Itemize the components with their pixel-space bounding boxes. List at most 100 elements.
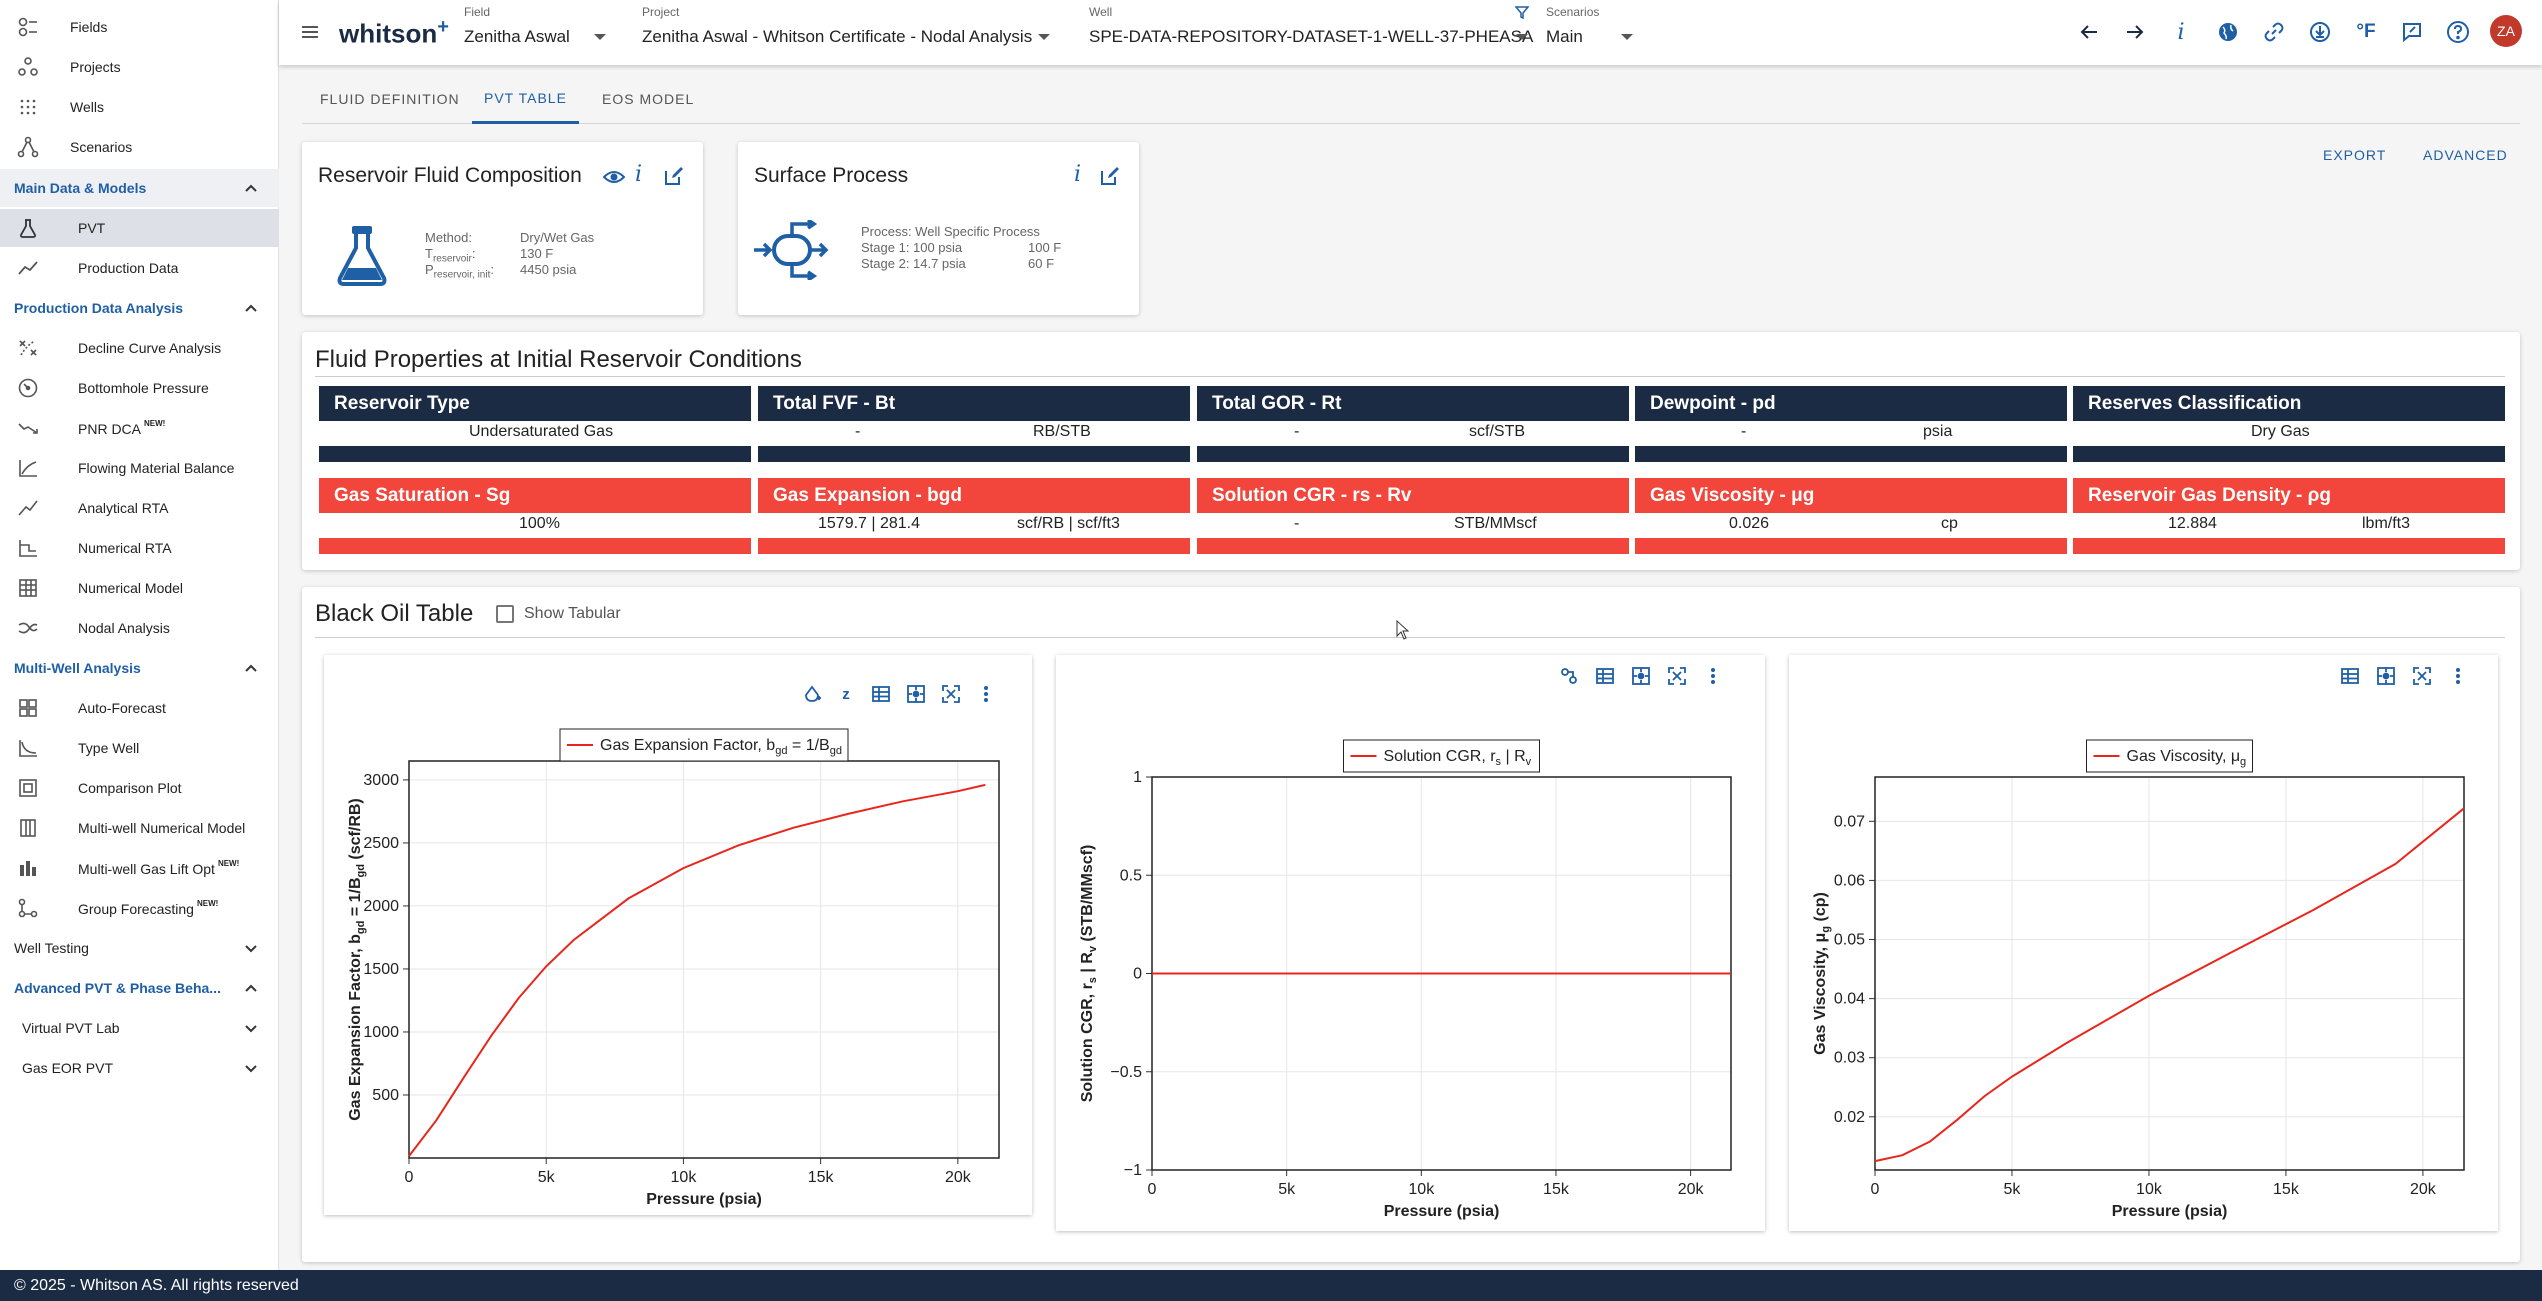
tab-eos-model[interactable]: EOS MODEL: [602, 91, 695, 107]
sidebar-item-label: Decline Curve Analysis: [78, 340, 222, 356]
sidebar-section-advanced-pvt[interactable]: Advanced PVT & Phase Beha...: [0, 969, 279, 1007]
sidebar-item-label: Production Data: [78, 260, 179, 276]
temperature-label: Treservoir:: [425, 246, 475, 265]
sidebar-item-wells[interactable]: Wells: [0, 88, 279, 126]
sidebar-item-multi-well-numerical-model[interactable]: Multi-well Numerical Model: [0, 809, 279, 847]
table-icon[interactable]: [868, 681, 894, 707]
avatar[interactable]: ZA: [2490, 15, 2522, 47]
sidebar-item-comparison-plot[interactable]: Comparison Plot: [0, 769, 279, 807]
sidebar-section-pda[interactable]: Production Data Analysis: [0, 289, 279, 327]
field-select[interactable]: Field Zenitha Aswal: [464, 0, 614, 65]
edit-icon[interactable]: [663, 165, 685, 187]
fit-to-screen-icon[interactable]: [903, 681, 929, 707]
logo-text: whitson: [339, 18, 438, 49]
gauge-icon: [16, 376, 40, 400]
sidebar-section-main[interactable]: Main Data & Models: [0, 169, 279, 207]
label-part: Solution CGR, r: [1079, 983, 1096, 1102]
wells-icon: [16, 95, 40, 119]
pnr-icon: [16, 416, 40, 440]
advanced-button[interactable]: ADVANCED: [2423, 147, 2508, 163]
forward-arrow-icon[interactable]: [2120, 17, 2150, 47]
sidebar-item-numerical-model[interactable]: Numerical Model: [0, 569, 279, 607]
stage-1-pressure: 100 psia: [913, 240, 963, 255]
sidebar-item-analytical-rta[interactable]: Analytical RTA: [0, 489, 279, 527]
projects-icon: [16, 55, 40, 79]
divider: [315, 376, 2505, 377]
chevron-up-icon: [245, 664, 257, 672]
sidebar-item-bottomhole-pressure[interactable]: Bottomhole Pressure: [0, 369, 279, 407]
sidebar-section-well-testing[interactable]: Well Testing: [0, 929, 279, 967]
sidebar-item-flowing-material-balance[interactable]: Flowing Material Balance: [0, 449, 279, 487]
sidebar-item-label: Multi-well Gas Lift Opt NEW!: [78, 859, 239, 877]
sidebar-item-auto-forecast[interactable]: Auto-Forecast: [0, 689, 279, 727]
more-options-icon[interactable]: [1700, 663, 1726, 689]
sidebar-section-gas-eor-pvt[interactable]: Gas EOR PVT: [0, 1049, 279, 1087]
table-icon[interactable]: [2337, 663, 2363, 689]
y-tick-label: 1000: [363, 1024, 399, 1041]
table-icon[interactable]: [1592, 663, 1618, 689]
sidebar-item-numerical-rta[interactable]: Numerical RTA: [0, 529, 279, 567]
prop-footer: [758, 538, 1190, 554]
sidebar-item-nodal-analysis[interactable]: Nodal Analysis: [0, 609, 279, 647]
gas-viscosity-chart[interactable]: 0 5k 10k 15k 20k 0.02 0.03 0.04 0.05 0.06 0.07 Pres…: [1789, 655, 2498, 1231]
sidebar-item-decline-curve-analysis[interactable]: Decline Curve Analysis: [0, 329, 279, 367]
link-icon[interactable]: [2259, 17, 2289, 47]
sidebar-item-multi-well-gas-lift-opt[interactable]: Multi-well Gas Lift Opt NEW!: [0, 849, 279, 887]
sidebar-item-pvt[interactable]: PVT: [0, 209, 279, 247]
fullscreen-icon[interactable]: [1664, 663, 1690, 689]
prop-footer: [758, 446, 1190, 462]
sidebar-item-scenarios[interactable]: Scenarios: [0, 128, 279, 166]
sidebar-item-fields[interactable]: Fields: [0, 8, 279, 46]
fit-to-screen-icon[interactable]: [1628, 663, 1654, 689]
well-select[interactable]: Well SPE-DATA-REPOSITORY-DATASET-1-WELL-…: [1089, 0, 1549, 65]
menu-icon[interactable]: [295, 17, 325, 47]
section-title: Black Oil Table: [315, 600, 474, 627]
sidebar-section-multi-well[interactable]: Multi-Well Analysis: [0, 649, 279, 687]
prop-header: Solution CGR - rs - Rv: [1197, 478, 1629, 513]
filter-icon[interactable]: [1515, 5, 1529, 19]
card-title: Reservoir Fluid Composition: [318, 164, 582, 187]
z-axis-icon[interactable]: z: [842, 685, 850, 703]
help-icon[interactable]: [2443, 17, 2473, 47]
sidebar-section-virtual-pvt-lab[interactable]: Virtual PVT Lab: [0, 1009, 279, 1047]
fullscreen-icon[interactable]: [938, 681, 964, 707]
fullscreen-icon[interactable]: [2409, 663, 2435, 689]
sidebar-item-type-well[interactable]: Type Well: [0, 729, 279, 767]
solution-cgr-chart[interactable]: 0 5k 10k 15k 20k −1 −0.5 0 0.5 1 Pressure (psia) So…: [1056, 655, 1765, 1231]
legend-part: Gas Expansion Factor, b: [600, 737, 775, 754]
fit-to-screen-icon[interactable]: [2373, 663, 2399, 689]
link-series-icon[interactable]: [1556, 663, 1582, 689]
sidebar-item-pnr-dca[interactable]: PNR DCA NEW!: [0, 409, 279, 447]
more-options-icon[interactable]: [2445, 663, 2471, 689]
project-select[interactable]: Project Zenitha Aswal - Whitson Certific…: [642, 0, 1062, 65]
edit-icon[interactable]: [1099, 165, 1121, 187]
download-icon[interactable]: [2305, 17, 2335, 47]
info-icon[interactable]: i: [2177, 19, 2185, 45]
sidebar-item-production-data[interactable]: Production Data: [0, 249, 279, 287]
legend-part: Solution CGR, r: [1384, 748, 1497, 765]
scenario-select[interactable]: Scenarios Main: [1546, 0, 1646, 65]
globe-icon[interactable]: [2213, 17, 2243, 47]
plot-frame: [408, 760, 1000, 1159]
info-icon[interactable]: i: [1074, 162, 1082, 187]
show-tabular-checkbox[interactable]: [496, 605, 514, 623]
prop-header: Reserves Classification: [2073, 386, 2505, 421]
section-title: Fluid Properties at Initial Reservoir Co…: [315, 346, 802, 373]
tab-pvt-table[interactable]: PVT TABLE: [472, 74, 579, 124]
app-logo[interactable]: whitson+: [339, 16, 449, 50]
sidebar-item-projects[interactable]: Projects: [0, 48, 279, 86]
temperature-unit-icon[interactable]: °F: [2356, 21, 2376, 42]
fill-icon[interactable]: [799, 681, 825, 707]
tab-fluid-definition[interactable]: FLUID DEFINITION: [320, 91, 460, 107]
label-part: Gas Expansion Factor, b: [347, 934, 364, 1121]
info-icon[interactable]: i: [635, 162, 643, 187]
export-button[interactable]: EXPORT: [2323, 147, 2387, 163]
label-part: = 1/B: [347, 877, 364, 920]
gas-expansion-chart[interactable]: 0 5k 10k 15k 20k 500 1000 1500 2000 2500 3000 Press…: [324, 655, 1032, 1215]
back-arrow-icon[interactable]: [2074, 17, 2104, 47]
sidebar-item-group-forecasting[interactable]: Group Forecasting NEW!: [0, 889, 279, 927]
eye-icon[interactable]: [603, 166, 625, 188]
more-options-icon[interactable]: [973, 681, 999, 707]
y-tick-label: 0.03: [1834, 1050, 1865, 1067]
feedback-icon[interactable]: [2397, 17, 2427, 47]
